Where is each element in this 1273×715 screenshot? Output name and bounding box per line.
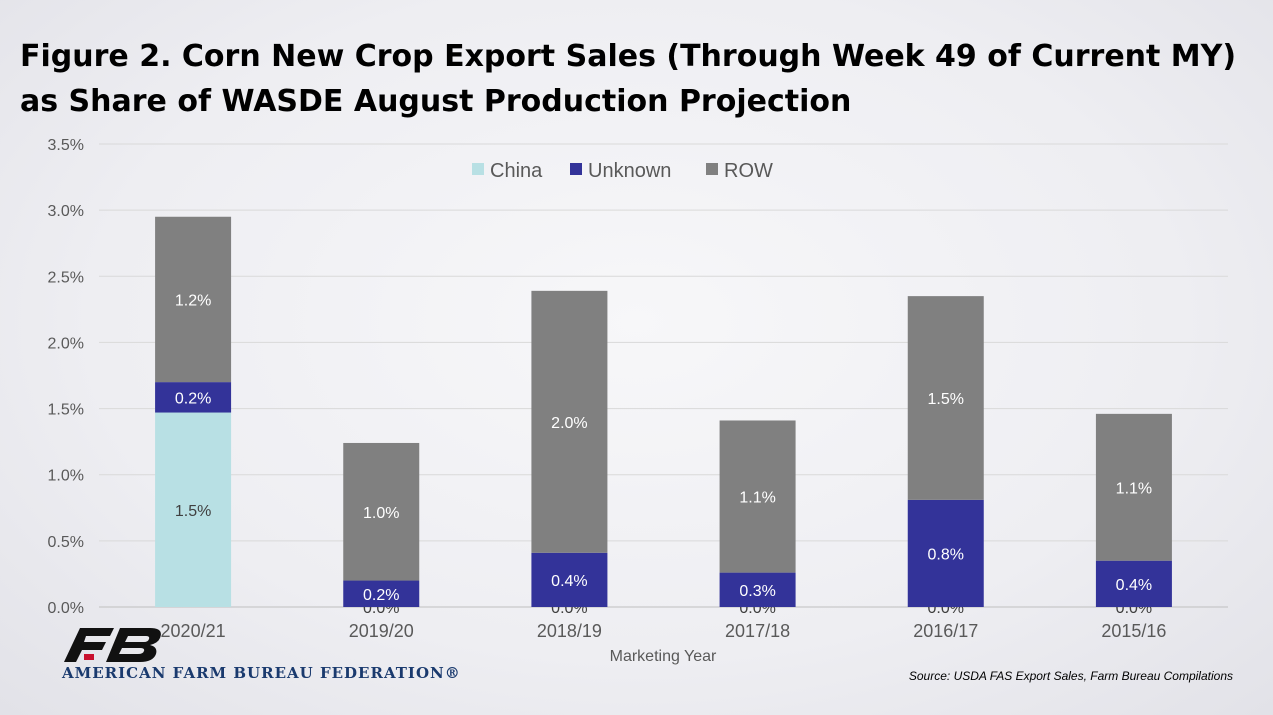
x-tick-label: 2020/21: [161, 621, 226, 641]
source-note: Source: USDA FAS Export Sales, Farm Bure…: [908, 669, 1233, 683]
data-label: 0.8%: [928, 546, 964, 563]
bar-row-2019-20: [343, 442, 420, 581]
chart-title: Figure 2. Corn New Crop Export Sales (Th…: [20, 39, 1237, 119]
data-label: 0.2%: [363, 587, 399, 604]
bar-china-2020-21: [155, 412, 232, 607]
legend-label-row: ROW: [724, 160, 773, 182]
data-label: 0.3%: [739, 583, 775, 600]
data-label: 0.2%: [175, 390, 211, 407]
data-label: 1.5%: [175, 503, 211, 520]
legend-swatch-china: [472, 163, 484, 175]
legend-label-unknown: Unknown: [588, 160, 671, 182]
y-tick-label: 3.5%: [48, 137, 84, 154]
logo-wordmark: AMERICAN FARM BUREAU FEDERATION®: [62, 664, 461, 682]
y-tick-label: 2.5%: [48, 269, 84, 286]
bar-row-2015-16: [1095, 413, 1172, 561]
bar-unknown-2018-19: [531, 552, 608, 607]
x-tick-label: 2016/17: [913, 621, 978, 641]
bars: 1.5%0.2%1.2%0.0%0.2%1.0%0.0%0.4%2.0%0.0%…: [155, 216, 1172, 617]
y-tick-label: 1.5%: [48, 402, 84, 419]
bar-row-2018-19: [531, 290, 608, 553]
legend-label-china: China: [490, 160, 543, 182]
bar-unknown-2015-16: [1095, 560, 1172, 607]
x-tick-label: 2015/16: [1101, 621, 1166, 641]
x-axis-label: Marketing Year: [610, 648, 717, 665]
y-tick-label: 1.0%: [48, 468, 84, 485]
data-label: 1.1%: [1116, 480, 1152, 497]
y-tick-label: 0.0%: [48, 600, 84, 617]
bar-unknown-2020-21: [155, 382, 232, 413]
bar-row-2016-17: [907, 296, 984, 500]
data-label: 1.1%: [739, 490, 775, 507]
bar-row-2017-18: [719, 420, 796, 573]
x-tick-label: 2017/18: [725, 621, 790, 641]
legend-swatch-row: [706, 163, 718, 175]
bar-unknown-2017-18: [719, 572, 796, 607]
data-label: 1.5%: [928, 391, 964, 408]
y-tick-label: 3.0%: [48, 203, 84, 220]
bar-unknown-2016-17: [907, 499, 984, 607]
x-tick-label: 2019/20: [349, 621, 414, 641]
x-tick-label: 2018/19: [537, 621, 602, 641]
bar-unknown-2019-20: [343, 580, 420, 607]
gridlines: [99, 143, 1228, 608]
data-label: 0.4%: [551, 573, 587, 590]
data-label: 2.0%: [551, 415, 587, 432]
x-tick-labels: 2020/21 2019/20 2018/19 2017/18 2016/17 2015/…: [161, 621, 1167, 641]
bar-row-2020-21: [155, 216, 232, 383]
legend-swatch-unknown: [570, 163, 582, 175]
legend: China Unknown ROW: [472, 160, 773, 182]
y-tick-labels: 0.0% 0.5% 1.0% 1.5% 2.0% 2.5% 3.0% 3.5%: [48, 137, 84, 617]
data-label: 0.4%: [1116, 577, 1152, 594]
data-label: 1.0%: [363, 505, 399, 522]
data-label: 1.2%: [175, 292, 211, 309]
afbf-logo-icon: [64, 628, 161, 662]
y-tick-label: 0.5%: [48, 534, 84, 551]
y-tick-label: 2.0%: [48, 335, 84, 352]
